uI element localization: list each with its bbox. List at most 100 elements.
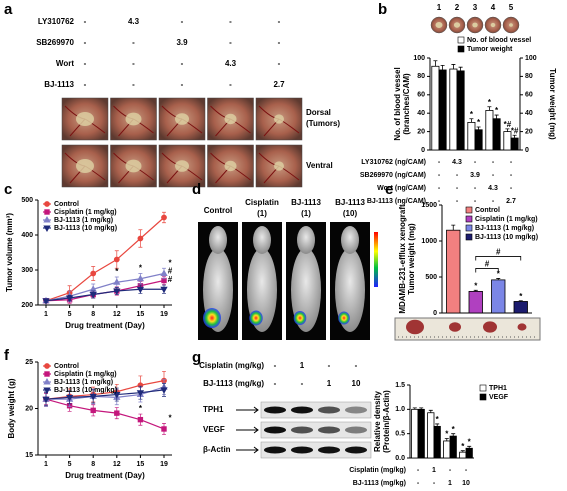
x-tick-label: 19 xyxy=(160,461,168,468)
treatment-dose: - xyxy=(229,38,232,47)
condition-value: - xyxy=(510,185,513,192)
treatment-dose: - xyxy=(84,80,87,89)
y-tick-label: 25 xyxy=(25,359,33,366)
y2-tick-label: 80 xyxy=(525,73,533,80)
condition-label: LY310762 (ng/CAM) xyxy=(361,159,426,166)
condition-value: 3.9 xyxy=(470,172,480,179)
bar xyxy=(449,435,457,459)
condition-value: - xyxy=(510,172,513,179)
significance: * xyxy=(519,292,523,301)
significance: # xyxy=(496,248,501,257)
band-label: β-Actin xyxy=(203,445,231,454)
y-tick-label: 20 xyxy=(417,128,425,135)
panel-label: f xyxy=(4,347,10,364)
condition-value: 1 xyxy=(327,379,332,388)
tumor xyxy=(125,159,142,173)
panel-label: c xyxy=(4,181,12,198)
error-bar xyxy=(433,60,438,67)
category-label: 3 xyxy=(473,3,478,12)
error-bar xyxy=(460,450,465,453)
marker xyxy=(65,394,74,402)
marker xyxy=(136,390,145,397)
error-bar xyxy=(419,407,424,410)
x-tick-label: 8 xyxy=(91,461,95,468)
tumor xyxy=(274,161,284,171)
significance: * xyxy=(139,264,143,273)
comparison-bracket xyxy=(475,256,522,261)
treatment-dose: - xyxy=(132,80,135,89)
bar xyxy=(449,68,458,151)
y-tick-label: 1000 xyxy=(421,238,437,245)
condition-value: - xyxy=(456,185,459,192)
significance: * xyxy=(470,110,474,119)
significance: * xyxy=(461,442,465,451)
error-bar xyxy=(487,106,492,111)
condition-label: SB269970 (ng/CAM) xyxy=(360,172,426,179)
condition-value: 10 xyxy=(462,480,470,487)
treatment-dose: - xyxy=(84,38,87,47)
tumor xyxy=(224,160,237,172)
error-bar xyxy=(444,438,449,441)
marker xyxy=(160,269,168,276)
marker xyxy=(90,407,96,414)
arrow xyxy=(236,426,259,434)
tumor xyxy=(490,22,496,28)
luminescence xyxy=(203,308,221,328)
y-tick-label: 60 xyxy=(417,92,425,99)
condition-label: Wort (ng/CAM) xyxy=(377,185,426,192)
mouse-head xyxy=(297,226,315,254)
condition-value: 4.3 xyxy=(452,159,462,166)
bar xyxy=(433,425,441,459)
condition-label: BJ-1113 (ng/CAM) xyxy=(367,198,426,205)
bar xyxy=(443,440,451,459)
condition-value: - xyxy=(474,185,477,192)
y-tick-label: 80 xyxy=(417,73,425,80)
tumor xyxy=(435,22,443,28)
condition-label: Cisplatin (mg/kg) xyxy=(349,467,406,474)
error-bar xyxy=(496,278,501,280)
significance: # xyxy=(485,260,490,269)
y-tick-label: 1.5 xyxy=(395,382,405,389)
significance: * xyxy=(115,267,119,276)
blot-band xyxy=(318,406,340,414)
row-label: Dorsal xyxy=(306,108,331,117)
marker xyxy=(161,426,167,432)
marker xyxy=(89,292,97,299)
condition-value: - xyxy=(417,467,420,474)
treatment-dose: - xyxy=(278,38,281,47)
y-tick-label: 0 xyxy=(421,147,425,154)
blot-band xyxy=(264,426,286,434)
bar xyxy=(459,451,467,459)
condition-value: - xyxy=(438,172,441,179)
treatment-label: SB269970 xyxy=(36,38,74,47)
panel-label: g xyxy=(192,349,201,366)
mouse-body xyxy=(335,248,365,332)
condition-value: 2.7 xyxy=(506,198,516,205)
excised-tumor xyxy=(406,319,424,335)
band-label: VEGF xyxy=(203,425,225,434)
treatment-dose: - xyxy=(84,17,87,26)
x-tick-label: 19 xyxy=(160,311,168,318)
condition-value: - xyxy=(274,379,277,388)
series-line xyxy=(45,288,164,302)
blot-band xyxy=(318,426,340,434)
group-label: BJ-1113 xyxy=(291,198,321,207)
treatment-dose: - xyxy=(229,17,232,26)
blot-band xyxy=(291,426,313,434)
marker xyxy=(89,393,97,401)
legend-swatch xyxy=(457,36,465,44)
condition-value: 10 xyxy=(352,379,361,388)
condition-value: - xyxy=(492,159,495,166)
y-tick-label: 1.0 xyxy=(395,406,405,413)
band-label: TPH1 xyxy=(203,405,224,414)
legend-label: BJ-1113 (1 mg/kg) xyxy=(475,225,534,232)
series-line xyxy=(45,217,165,302)
series-line xyxy=(45,389,165,400)
group-label: BJ-1113 xyxy=(335,198,365,207)
arrow xyxy=(236,406,259,414)
significance: * xyxy=(445,430,449,439)
legend-swatch xyxy=(465,224,473,232)
series-line xyxy=(45,398,165,430)
legend-swatch xyxy=(479,393,487,401)
error-bar xyxy=(451,433,456,437)
